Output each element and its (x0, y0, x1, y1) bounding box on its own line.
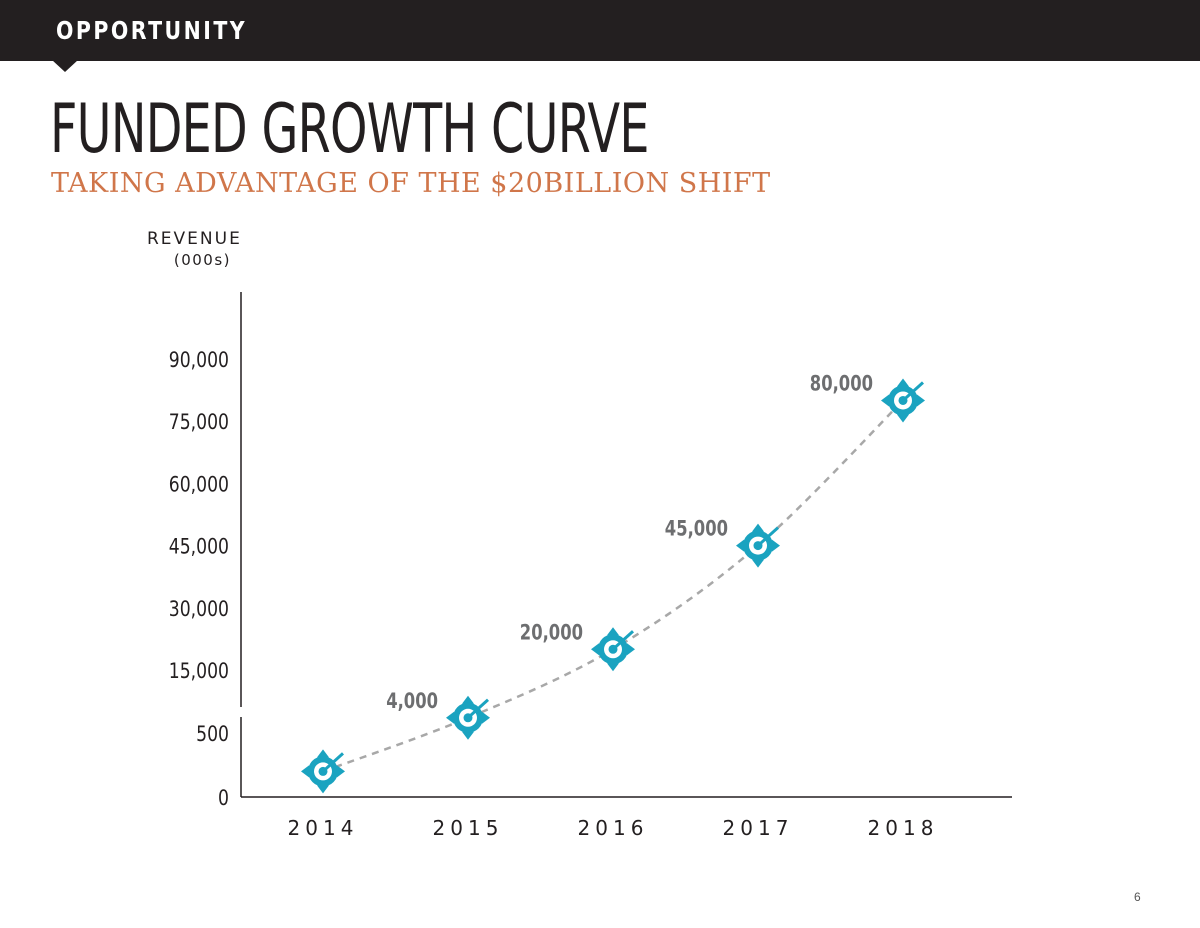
growth-curve (322, 399, 904, 773)
y-tick-label: 0 (218, 785, 229, 810)
compass-icon (446, 695, 490, 740)
data-label: 80,000 (810, 373, 873, 396)
y-tick-label: 60,000 (169, 472, 229, 497)
header-notch (52, 60, 78, 72)
compass-icon (736, 523, 780, 568)
compass-icon (301, 749, 345, 794)
x-tick-label: 2015 (433, 816, 504, 840)
x-tick-label: 2016 (578, 816, 649, 840)
y-axis-title: REVENUE (147, 229, 242, 249)
page-title: FUNDED GROWTH CURVE (50, 90, 649, 169)
y-tick-label: 500 (196, 721, 229, 746)
section-label: OPPORTUNITY (56, 16, 248, 45)
compass-icon (881, 378, 925, 423)
x-tick-label: 2017 (723, 816, 794, 840)
y-tick-label: 45,000 (169, 534, 229, 559)
y-tick-label: 90,000 (169, 347, 229, 372)
y-tick-label: 15,000 (169, 658, 229, 683)
y-axis-label: REVENUE (000s) (147, 229, 242, 269)
data-label: 45,000 (665, 518, 728, 541)
page-subtitle: TAKING ADVANTAGE OF THE $20BILLION SHIFT (51, 168, 771, 199)
page-number: 6 (1134, 890, 1141, 904)
data-label: 4,000 (386, 690, 438, 713)
compass-icon (591, 627, 635, 672)
header-bar: OPPORTUNITY (0, 0, 1200, 61)
y-tick-label: 75,000 (169, 410, 229, 435)
y-tick-label: 30,000 (169, 596, 229, 621)
data-label: 20,000 (520, 621, 583, 644)
x-tick-label: 2014 (288, 816, 359, 840)
y-axis-unit: (000s) (173, 251, 231, 269)
x-tick-label: 2018 (868, 816, 939, 840)
